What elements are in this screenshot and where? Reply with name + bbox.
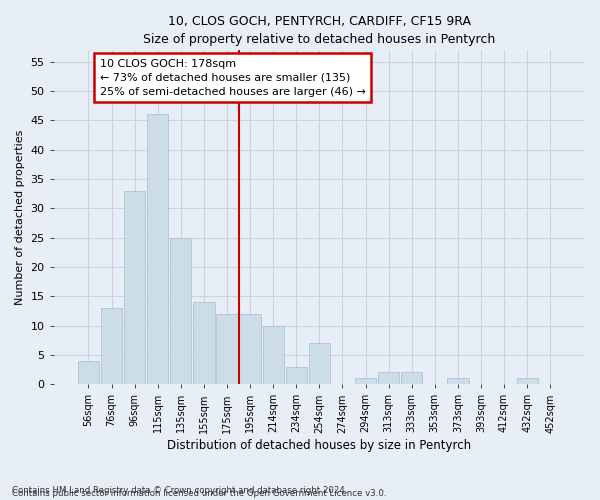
Bar	[401, 372, 422, 384]
Bar	[124, 190, 145, 384]
Bar	[193, 302, 215, 384]
Bar	[239, 314, 261, 384]
Title: 10, CLOS GOCH, PENTYRCH, CARDIFF, CF15 9RA
Size of property relative to detached: 10, CLOS GOCH, PENTYRCH, CARDIFF, CF15 9…	[143, 15, 496, 46]
Bar	[355, 378, 376, 384]
X-axis label: Distribution of detached houses by size in Pentyrch: Distribution of detached houses by size …	[167, 440, 472, 452]
Text: Contains public sector information licensed under the Open Government Licence v3: Contains public sector information licen…	[12, 488, 386, 498]
Bar	[309, 343, 330, 384]
Bar	[101, 308, 122, 384]
Bar	[170, 238, 191, 384]
Y-axis label: Number of detached properties: Number of detached properties	[15, 130, 25, 304]
Bar	[217, 314, 238, 384]
Text: 10 CLOS GOCH: 178sqm
← 73% of detached houses are smaller (135)
25% of semi-deta: 10 CLOS GOCH: 178sqm ← 73% of detached h…	[100, 58, 366, 96]
Bar	[263, 326, 284, 384]
Bar	[147, 114, 169, 384]
Text: Contains HM Land Registry data © Crown copyright and database right 2024.: Contains HM Land Registry data © Crown c…	[12, 486, 347, 495]
Bar	[378, 372, 399, 384]
Bar	[286, 366, 307, 384]
Bar	[517, 378, 538, 384]
Bar	[78, 360, 99, 384]
Bar	[447, 378, 469, 384]
